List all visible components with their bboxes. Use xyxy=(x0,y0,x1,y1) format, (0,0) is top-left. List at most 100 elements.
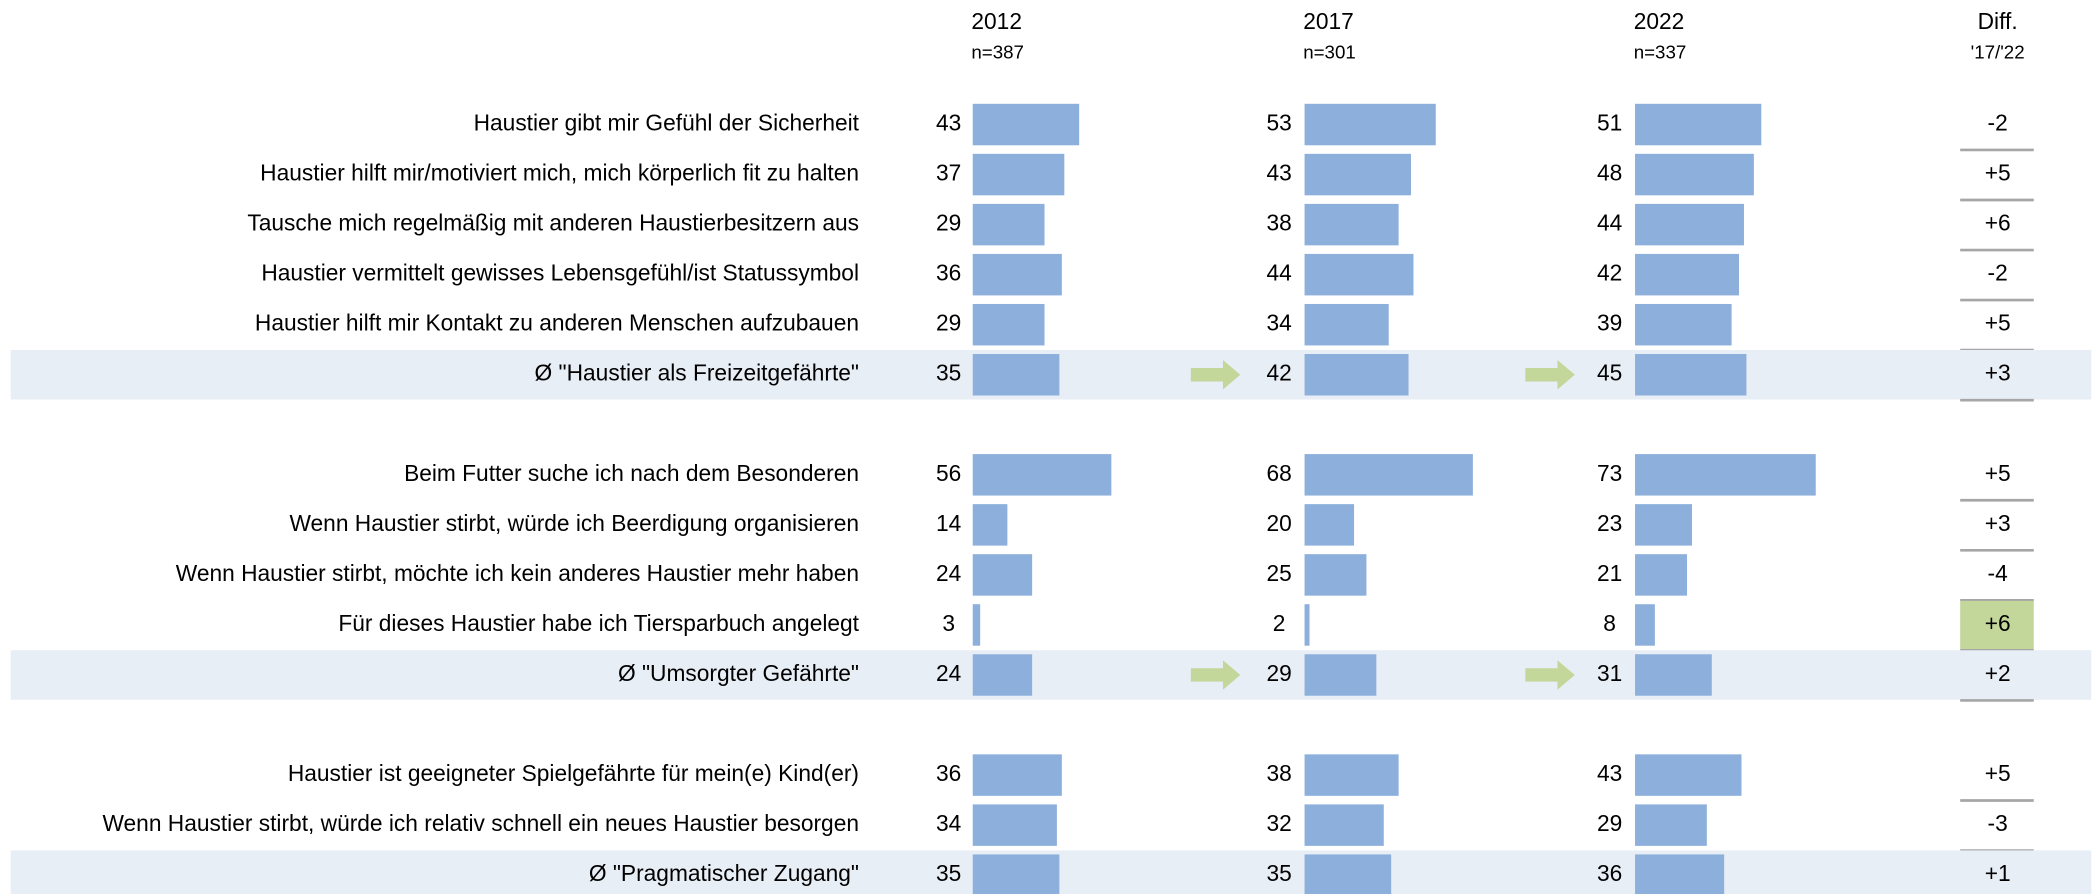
bar xyxy=(972,554,1033,596)
value-label: 42 xyxy=(1597,260,1622,286)
diff-header: Diff. xyxy=(1978,8,2018,34)
value-label: 24 xyxy=(936,660,961,686)
diff-highlight xyxy=(1960,600,2034,650)
diff-value: +1 xyxy=(1985,860,2011,886)
bar xyxy=(1304,253,1414,296)
row-label: Wenn Haustier stirbt, möchte ich kein an… xyxy=(176,560,859,586)
bar xyxy=(1304,504,1355,546)
value-label: 8 xyxy=(1603,610,1616,636)
bar xyxy=(1635,454,1816,496)
row-label: Haustier hilft mir Kontakt zu anderen Me… xyxy=(255,310,859,336)
value-label: 29 xyxy=(1266,660,1291,686)
value-label: 36 xyxy=(936,260,961,286)
value-label: 29 xyxy=(1597,810,1622,836)
row-label: Haustier hilft mir/motiviert mich, mich … xyxy=(260,160,859,186)
value-label: 44 xyxy=(1597,210,1622,236)
column-year: 2022 xyxy=(1634,8,1685,34)
value-label: 35 xyxy=(1266,860,1291,886)
value-label: 68 xyxy=(1266,460,1291,486)
bar xyxy=(972,804,1057,846)
bar xyxy=(1304,303,1389,346)
column-year: 2017 xyxy=(1303,8,1354,34)
bar xyxy=(972,153,1065,196)
bar xyxy=(1304,754,1399,796)
bar xyxy=(1635,103,1762,146)
diff-subheader: '17/'22 xyxy=(1971,42,2025,63)
value-label: 35 xyxy=(936,360,961,386)
bar xyxy=(1304,203,1399,246)
bar xyxy=(972,504,1008,546)
average-label: Ø "Haustier als Freizeitgefährte" xyxy=(535,360,859,386)
value-label: 43 xyxy=(1266,160,1291,186)
value-label: 45 xyxy=(1597,360,1622,386)
row-label: Haustier gibt mir Gefühl der Sicherheit xyxy=(474,110,860,136)
diff-value: -2 xyxy=(1988,260,2008,286)
diff-value: -3 xyxy=(1988,810,2008,836)
diff-value: +5 xyxy=(1985,760,2011,786)
bar xyxy=(972,604,981,646)
value-label: 53 xyxy=(1266,110,1291,136)
column-n: n=337 xyxy=(1634,42,1687,63)
diff-value: +6 xyxy=(1985,210,2011,236)
value-label: 34 xyxy=(936,810,961,836)
value-label: 14 xyxy=(936,510,961,536)
bar xyxy=(1304,654,1377,696)
value-label: 3 xyxy=(942,610,955,636)
diff-value: +2 xyxy=(1985,660,2011,686)
value-label: 44 xyxy=(1266,260,1291,286)
bar xyxy=(1304,554,1367,596)
value-label: 24 xyxy=(936,560,961,586)
value-label: 29 xyxy=(936,310,961,336)
value-label: 36 xyxy=(1597,860,1622,886)
value-label: 25 xyxy=(1266,560,1291,586)
bar xyxy=(1635,804,1707,846)
bar xyxy=(1635,203,1744,246)
bar xyxy=(1635,604,1655,646)
row-label: Haustier vermittelt gewisses Lebensgefüh… xyxy=(261,260,859,286)
column-year: 2012 xyxy=(971,8,1022,34)
arrow xyxy=(1190,660,1241,690)
bar xyxy=(1635,153,1754,196)
value-label: 21 xyxy=(1597,560,1622,586)
value-label: 39 xyxy=(1597,310,1622,336)
diff-value: +6 xyxy=(1985,610,2011,636)
value-label: 38 xyxy=(1266,210,1291,236)
diff-value: +5 xyxy=(1985,160,2011,186)
bar xyxy=(1304,804,1384,846)
bar xyxy=(972,754,1062,796)
bar xyxy=(1635,504,1692,546)
bar xyxy=(1304,854,1392,894)
diff-value: +5 xyxy=(1985,310,2011,336)
value-label: 37 xyxy=(936,160,961,186)
value-label: 56 xyxy=(936,460,961,486)
bar xyxy=(972,654,1033,696)
value-label: 43 xyxy=(1597,760,1622,786)
bar xyxy=(1635,854,1725,894)
bar xyxy=(972,253,1062,296)
average-label: Ø "Pragmatischer Zugang" xyxy=(589,860,859,886)
bar xyxy=(972,303,1045,346)
average-label: Ø "Umsorgter Gefährte" xyxy=(618,660,859,686)
bar xyxy=(1304,354,1409,396)
value-label: 36 xyxy=(936,760,961,786)
value-label: 31 xyxy=(1597,660,1622,686)
diff-value: +3 xyxy=(1985,360,2011,386)
column-n: n=387 xyxy=(971,42,1024,63)
row-label: Tausche mich regelmäßig mit anderen Haus… xyxy=(247,210,859,236)
bar xyxy=(1304,153,1411,196)
row-label: Haustier ist geeigneter Spielgefährte fü… xyxy=(288,760,859,786)
value-label: 51 xyxy=(1597,110,1622,136)
bar xyxy=(1304,604,1310,646)
bar xyxy=(972,203,1045,246)
value-label: 38 xyxy=(1266,760,1291,786)
value-label: 43 xyxy=(936,110,961,136)
arrow xyxy=(1525,360,1575,390)
diff-value: -2 xyxy=(1988,110,2008,136)
value-label: 2 xyxy=(1273,610,1286,636)
value-label: 32 xyxy=(1266,810,1291,836)
bar xyxy=(1304,103,1436,146)
value-label: 23 xyxy=(1597,510,1622,536)
value-label: 20 xyxy=(1266,510,1291,536)
column-n: n=301 xyxy=(1303,42,1356,63)
